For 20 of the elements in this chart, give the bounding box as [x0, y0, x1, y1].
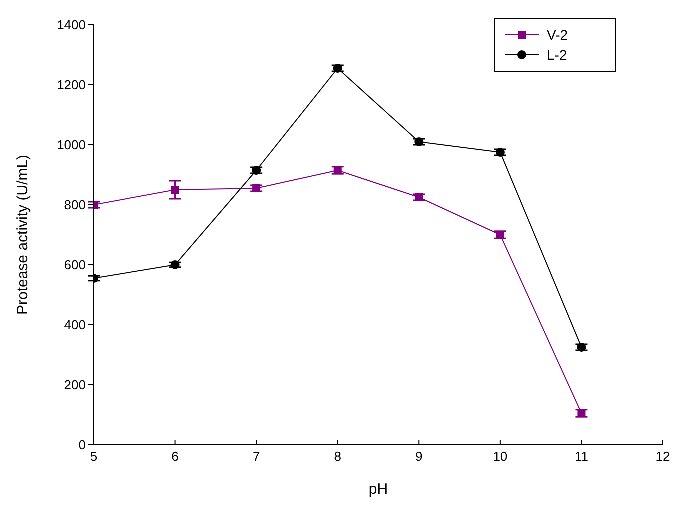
x-tick-label: 11 — [574, 449, 588, 464]
x-tick-label: 8 — [334, 449, 342, 464]
y-tick-label: 0 — [78, 438, 86, 453]
y-tick-label: 400 — [64, 318, 86, 333]
y-tick-label: 200 — [64, 378, 86, 393]
legend-label: V-2 — [547, 27, 568, 43]
y-tick-label: 1400 — [57, 18, 86, 33]
legend-label: L-2 — [547, 47, 568, 63]
x-tick-label: 6 — [172, 449, 179, 464]
y-tick-label: 800 — [64, 198, 86, 213]
y-tick-label: 1200 — [57, 78, 86, 93]
y-tick-label: 1000 — [57, 138, 86, 153]
x-tick-label: 12 — [656, 449, 670, 464]
x-tick-label: 5 — [90, 449, 98, 464]
x-axis-title: pH — [368, 481, 388, 498]
y-axis-title: Protease activity (U/mL) — [14, 154, 32, 316]
x-tick-label: 7 — [252, 449, 260, 464]
x-tick-label: 9 — [416, 449, 423, 464]
y-tick-label: 600 — [64, 258, 86, 273]
x-tick-label: 10 — [493, 449, 508, 464]
